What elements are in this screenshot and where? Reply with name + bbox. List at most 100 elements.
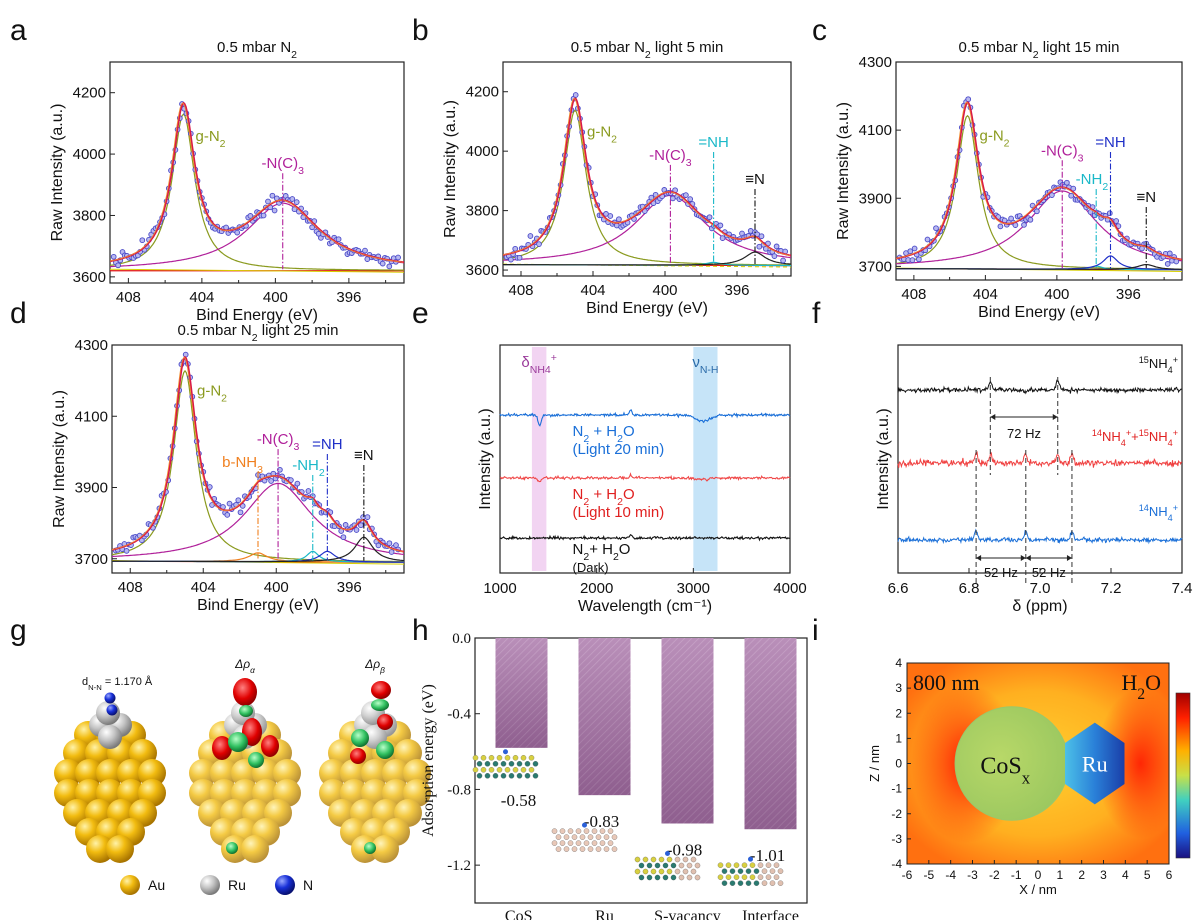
y-tick-label: 3900 — [75, 480, 108, 497]
thumb-atom — [745, 880, 752, 886]
peak-label: g-N2 — [980, 127, 1010, 149]
category-label-2: S-vacancy — [654, 908, 721, 920]
wavelength-label: 800 nm — [913, 670, 980, 695]
y-tick-label: -3 — [891, 832, 902, 846]
x-axis-label: Bind Energy (eV) — [197, 597, 319, 614]
band-label-delta: δNH4+ — [521, 352, 557, 376]
thumb-atom — [646, 874, 653, 881]
x-tick-label: 396 — [1116, 286, 1141, 303]
data-point — [717, 222, 724, 229]
y-tick-label: 3 — [895, 681, 902, 695]
xps-chart-c: 0.5 mbar N2 light 15 min 408 404 400 396 3700… — [835, 39, 1183, 321]
thumb-atom — [686, 862, 693, 869]
thumb-atom — [476, 761, 483, 767]
xps-panels: 0.5 mbar N2 408 404 400 396 3600 3800 4000 4200 B… — [49, 39, 1183, 614]
thumb-atom — [662, 874, 669, 881]
thumb-atom — [717, 862, 724, 868]
thumb-adsorbate — [582, 822, 587, 828]
data-point — [294, 480, 301, 487]
legend-label-au: Au — [148, 877, 165, 893]
x-tick-label: 6.6 — [888, 580, 909, 597]
x-tick-label: 408 — [901, 286, 926, 303]
thumb-atom — [725, 874, 732, 880]
x-tick-label: -5 — [923, 868, 934, 882]
data-point — [362, 247, 368, 254]
y-tick-label: 3600 — [466, 262, 499, 279]
data-point — [1106, 210, 1113, 217]
au-atom — [273, 759, 301, 787]
y-tick-label: -1 — [891, 782, 902, 796]
data-point — [226, 500, 233, 507]
category-label-0: CoSx — [505, 908, 539, 920]
y-axis-label: Intensity (a.u.) — [875, 408, 892, 509]
thumb-atom — [769, 880, 776, 886]
x-tick-label: 404 — [191, 579, 216, 596]
x-tick-label: 400 — [1044, 286, 1069, 303]
thumb-atom — [484, 773, 491, 779]
data-point — [123, 548, 130, 554]
data-point — [182, 351, 189, 358]
xps-chart-b: 0.5 mbar N2 light 5 min 408 404 400 396 3600 3… — [442, 39, 792, 317]
thumb-atom — [516, 773, 523, 779]
data-point — [1113, 218, 1120, 224]
y-tick-label: 4300 — [859, 54, 892, 71]
data-point — [616, 216, 622, 223]
component-≡N — [112, 536, 404, 563]
y-tick-label: 3700 — [75, 551, 108, 568]
data-point — [706, 214, 713, 221]
series-label-2: 14NH4+ — [1139, 503, 1178, 523]
thumb-atom — [488, 767, 495, 773]
au-atom — [361, 759, 389, 787]
density-blob — [239, 705, 253, 717]
thumb-atom — [587, 834, 594, 840]
x-tick-label: 6.8 — [959, 580, 980, 597]
structure-thumb-3 — [717, 856, 784, 886]
thumb-atom — [488, 755, 495, 761]
x-tick-label: 400 — [264, 579, 289, 596]
data-point — [683, 192, 689, 198]
au-atom — [403, 759, 431, 787]
density-blob — [226, 842, 238, 854]
thumb-atom — [563, 846, 570, 852]
thumb-atom — [666, 856, 673, 863]
x-tick-label: 7.4 — [1172, 580, 1193, 597]
thumb-atom — [563, 834, 570, 840]
y-axis-label: Z / nm — [867, 745, 882, 782]
data-point — [358, 522, 364, 529]
x-tick-label: 5 — [1144, 868, 1151, 882]
thumb-atom — [634, 868, 641, 875]
x-tick-label: 1 — [1056, 868, 1063, 882]
panel-letters: a b c d e f g h i — [10, 14, 827, 647]
series-label-1: 14NH4++15NH4+ — [1092, 428, 1178, 448]
coupling-arrowhead — [1025, 555, 1072, 561]
data-point — [388, 549, 395, 555]
component--N(C)3 — [896, 190, 1182, 265]
value-label-3: -1.01 — [750, 846, 785, 865]
thumb-atom — [532, 761, 539, 767]
data-point — [916, 256, 922, 263]
au-atom — [106, 835, 134, 863]
thumb-atom — [567, 828, 574, 834]
data-point — [572, 92, 579, 98]
density-blob — [248, 752, 264, 768]
thumb-atom — [579, 846, 586, 852]
thumb-atom — [737, 880, 744, 886]
thumb-atom — [670, 862, 677, 869]
thumb-atom — [496, 767, 503, 773]
thumb-atom — [733, 862, 740, 868]
series-sublabel: (Dark) — [573, 560, 609, 575]
hot-spot — [1095, 688, 1169, 839]
data-point — [924, 236, 931, 243]
peak-label: g-N2 — [587, 123, 617, 145]
component-g-N2 — [110, 113, 404, 271]
baseline-line — [110, 268, 404, 273]
thumb-adsorbate — [665, 851, 670, 856]
data-point — [512, 245, 519, 252]
fit-envelope-shadow — [112, 356, 404, 553]
thumb-atom — [575, 840, 582, 846]
data-point — [907, 248, 914, 255]
y-tick-label: 4200 — [466, 84, 499, 101]
thumb-atom — [674, 868, 681, 875]
data-point — [305, 488, 312, 494]
thumb-atom — [646, 862, 653, 869]
